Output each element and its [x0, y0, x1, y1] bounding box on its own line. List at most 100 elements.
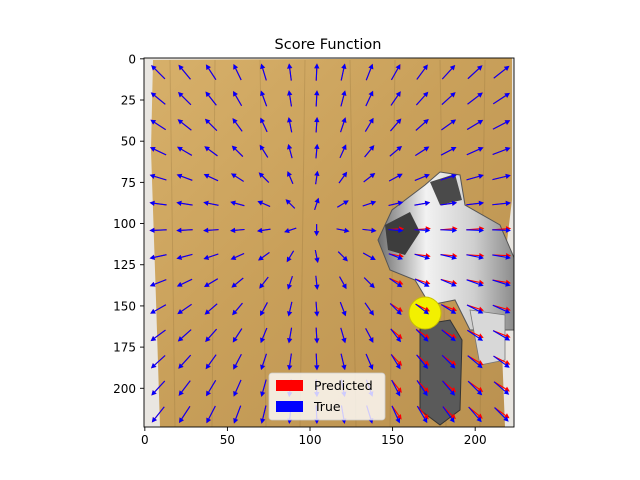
true-arrow [284, 227, 297, 234]
true-arrow [287, 90, 293, 107]
true-arrow [390, 91, 401, 106]
true-arrow [390, 118, 402, 132]
true-arrow [314, 90, 320, 107]
y-tick-label: 100 [113, 217, 136, 231]
axes-frame [143, 57, 515, 428]
y-tick-label: 200 [113, 382, 136, 396]
true-arrow [467, 65, 483, 80]
true-arrow [362, 252, 376, 260]
true-arrow [388, 200, 404, 207]
true-arrow [492, 254, 511, 260]
true-arrow [365, 353, 374, 370]
true-arrow [314, 170, 320, 185]
true-arrow [177, 119, 192, 131]
true-arrow [338, 171, 348, 184]
true-arrow [203, 253, 219, 260]
true-arrow [177, 146, 193, 156]
true-arrow [467, 92, 483, 105]
true-arrow [205, 64, 217, 80]
true-arrow [414, 253, 431, 260]
true-arrow [260, 353, 267, 371]
true-arrow [314, 63, 320, 81]
true-arrow [415, 119, 429, 131]
true-arrow [287, 353, 293, 371]
true-arrow [440, 254, 457, 260]
true-arrow [287, 144, 293, 159]
true-arrow [260, 90, 268, 107]
true-arrow [416, 64, 428, 80]
y-tick-label: 150 [113, 299, 136, 313]
true-arrow [466, 254, 484, 260]
true-arrow [337, 200, 349, 208]
true-arrow [440, 278, 457, 287]
true-arrow [233, 63, 242, 81]
true-arrow [362, 200, 377, 207]
true-arrow [178, 380, 191, 396]
true-arrow [441, 64, 456, 80]
true-arrow [314, 143, 320, 159]
true-arrow [389, 145, 402, 157]
true-arrow [204, 118, 218, 132]
true-arrow [441, 329, 456, 342]
true-arrow [415, 328, 429, 342]
true-arrow [339, 301, 347, 317]
true-arrow [233, 90, 243, 106]
true-arrow [149, 279, 167, 287]
true-arrow [340, 353, 347, 371]
true-arrow [257, 227, 271, 233]
true-arrow [391, 405, 401, 424]
true-arrow [440, 304, 457, 314]
true-arrow [340, 63, 347, 81]
true-arrow [258, 172, 270, 183]
true-arrow [388, 253, 403, 260]
true-arrow [285, 199, 296, 209]
true-arrow [205, 91, 217, 106]
true-arrow [150, 329, 166, 342]
true-arrow [179, 406, 191, 423]
true-arrow [414, 173, 430, 182]
true-arrow [414, 278, 430, 287]
true-arrow [203, 200, 219, 206]
y-tick-label: 125 [113, 258, 136, 272]
true-arrow [340, 117, 347, 133]
true-arrow [178, 354, 192, 369]
true-arrow [492, 173, 511, 181]
true-arrow [287, 171, 294, 184]
true-arrow [441, 119, 457, 131]
y-tick-label: 0 [128, 52, 136, 66]
true-arrow [365, 328, 374, 343]
true-arrow [259, 276, 269, 289]
true-arrow [260, 117, 268, 133]
true-arrow [150, 304, 167, 314]
x-tick-label: 50 [220, 433, 235, 447]
true-arrow [203, 227, 219, 233]
true-arrow [204, 146, 218, 157]
true-arrow [233, 353, 242, 370]
true-arrow [492, 330, 511, 341]
y-tick-label: 175 [113, 341, 136, 355]
true-arrow [492, 120, 511, 130]
true-arrow [391, 379, 401, 397]
true-arrow [466, 200, 484, 206]
true-arrow [149, 147, 167, 156]
legend-label-predicted: Predicted [314, 378, 373, 393]
true-arrow [339, 144, 347, 159]
true-arrow [231, 277, 244, 288]
true-arrow [363, 277, 375, 289]
true-arrow [232, 302, 243, 316]
true-arrow [492, 279, 511, 287]
true-arrow [204, 303, 218, 315]
true-arrow [259, 144, 269, 158]
true-arrow [260, 327, 268, 344]
true-arrow [389, 303, 402, 315]
true-arrow [336, 227, 350, 234]
true-arrow [415, 91, 429, 106]
true-arrow [314, 249, 320, 263]
true-arrow [364, 145, 375, 158]
true-arrow [362, 227, 377, 233]
true-arrow [340, 90, 347, 107]
y-axis-ticks: 0 25 50 75 100 125 150 175 200 [113, 52, 144, 396]
y-tick-label: 75 [121, 176, 136, 190]
true-arrow [466, 279, 484, 287]
true-arrow [230, 252, 245, 260]
